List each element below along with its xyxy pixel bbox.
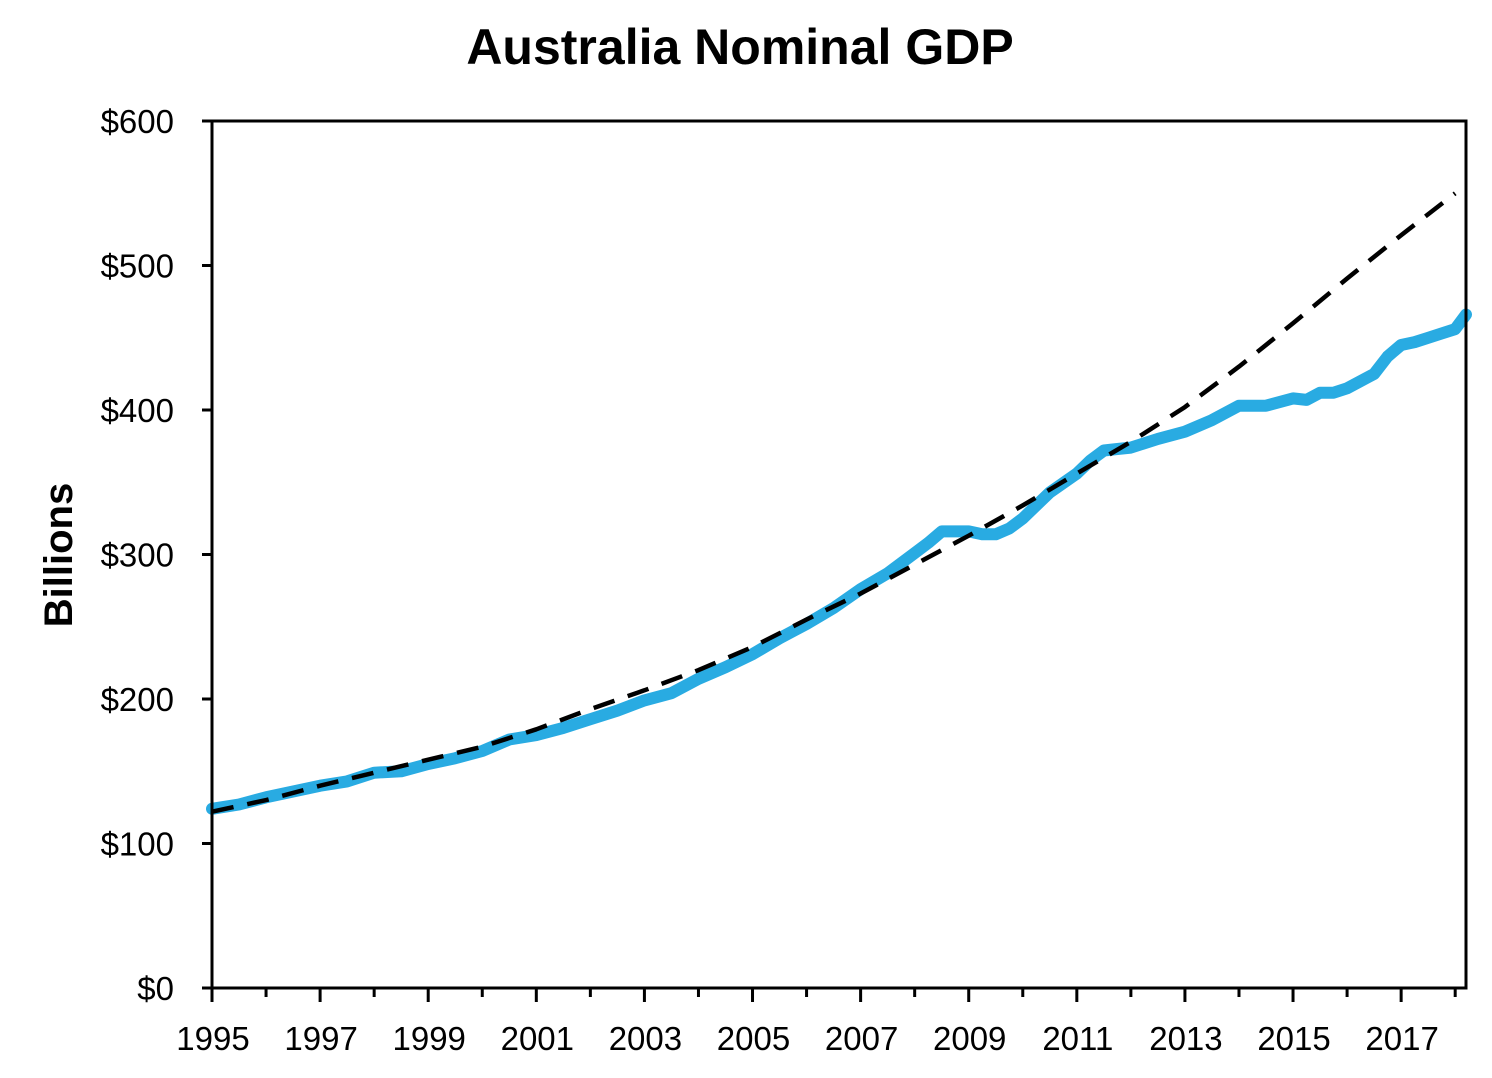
x-tick-label: 2015 — [1257, 1020, 1330, 1057]
y-tick-label: $300 — [101, 537, 174, 574]
y-tick-label: $500 — [101, 248, 174, 285]
x-tick-label: 1995 — [176, 1020, 249, 1057]
plot-lines — [206, 191, 1472, 815]
x-tick-label: 2005 — [717, 1020, 790, 1057]
trend-line — [211, 191, 1457, 814]
y-axis-label: Billions — [37, 483, 81, 627]
y-tick-label: $100 — [101, 826, 174, 863]
x-tick-label: 2011 — [1042, 1020, 1113, 1057]
axes: $0 $100 $200 $300 $400 $500 $600 1995 1997 1999 20… — [101, 103, 1468, 1057]
x-tick-label: 2007 — [825, 1020, 898, 1057]
x-tick-label: 2001 — [501, 1020, 574, 1057]
x-tick-label: 2003 — [609, 1020, 682, 1057]
y-tick-label: $200 — [101, 681, 174, 718]
plot-frame — [210, 119, 1468, 990]
x-tick-label: 1999 — [392, 1020, 465, 1057]
x-tick-label: 2013 — [1149, 1020, 1222, 1057]
x-tick-label: 2009 — [933, 1020, 1006, 1057]
y-tick-label: $600 — [101, 103, 174, 140]
y-tick-label: $0 — [137, 970, 174, 1007]
chart-title: Australia Nominal GDP — [466, 19, 1013, 75]
x-tick-label: 1997 — [284, 1020, 357, 1057]
y-tick-label: $400 — [101, 392, 174, 429]
x-tick-label: 2017 — [1365, 1020, 1438, 1057]
gdp-line — [206, 308, 1472, 815]
